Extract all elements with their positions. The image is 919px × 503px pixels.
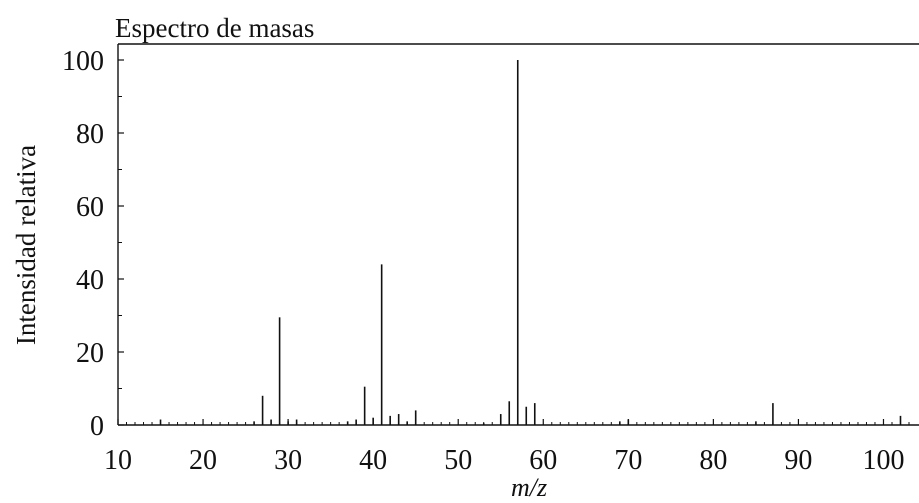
x-tick-label: 80 xyxy=(699,445,727,476)
y-axis: 0 20 40 60 80 100 xyxy=(62,46,124,442)
x-tick-label: 10 xyxy=(104,445,132,476)
chart-title: Espectro de masas xyxy=(115,13,314,43)
y-tick-label: 20 xyxy=(76,338,104,369)
y-tick-label: 80 xyxy=(76,119,104,150)
x-tick-label: 70 xyxy=(614,445,642,476)
peaks xyxy=(159,60,902,425)
y-axis-label: Intensidad relativa xyxy=(11,145,41,345)
x-axis-label: m/z xyxy=(511,473,547,502)
y-tick-label: 60 xyxy=(76,192,104,223)
x-tick-label: 100 xyxy=(862,445,904,476)
x-tick-label: 50 xyxy=(444,445,472,476)
x-tick-label: 30 xyxy=(274,445,302,476)
x-tick-label: 90 xyxy=(784,445,812,476)
x-axis: 10 20 30 40 50 60 70 80 90 100 xyxy=(104,419,910,476)
x-tick-label: 40 xyxy=(359,445,387,476)
y-tick-label: 40 xyxy=(76,265,104,296)
y-tick-label: 0 xyxy=(90,411,104,442)
y-tick-label: 100 xyxy=(62,46,104,77)
x-tick-label: 20 xyxy=(189,445,217,476)
x-tick-label: 60 xyxy=(529,445,557,476)
